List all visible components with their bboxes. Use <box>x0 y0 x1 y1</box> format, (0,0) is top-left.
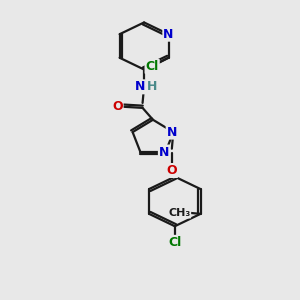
Text: Cl: Cl <box>168 236 182 249</box>
Text: O: O <box>112 100 123 113</box>
Text: N: N <box>167 126 177 139</box>
Text: N: N <box>163 28 174 41</box>
Text: O: O <box>167 164 177 177</box>
Text: Cl: Cl <box>146 60 159 73</box>
Text: H: H <box>147 80 158 93</box>
Text: N: N <box>159 146 169 158</box>
Text: CH₃: CH₃ <box>168 208 190 218</box>
Text: N: N <box>134 80 145 93</box>
